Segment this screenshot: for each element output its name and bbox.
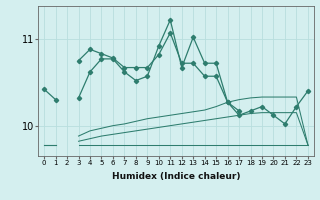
X-axis label: Humidex (Indice chaleur): Humidex (Indice chaleur) (112, 172, 240, 181)
